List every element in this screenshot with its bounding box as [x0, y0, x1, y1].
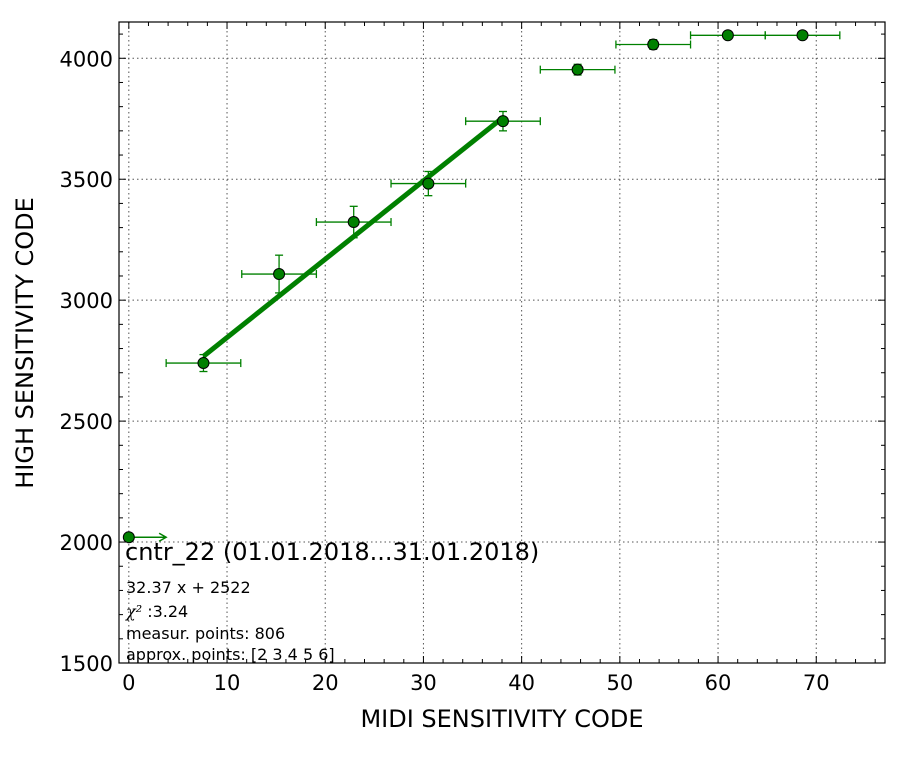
data-point: [347, 216, 360, 229]
annotation-approx-points: approx. points: [2 3 4 5 6]: [126, 645, 335, 664]
chi-label: χ²: [125, 602, 142, 621]
annotation-equation: 32.37 x + 2522: [126, 578, 251, 597]
x-axis-title: MIDI SENSITIVITY CODE: [360, 705, 643, 733]
x-tick-label: 40: [508, 671, 535, 695]
annotation-measur-points: measur. points: 806: [126, 624, 285, 643]
x-tick-label: 20: [312, 671, 339, 695]
fit-line: [201, 115, 505, 359]
data-point: [796, 29, 809, 42]
x-tick-label: 30: [410, 671, 437, 695]
x-tick-label: 0: [122, 671, 135, 695]
x-tick-label: 70: [803, 671, 830, 695]
data-point: [721, 29, 734, 42]
data-points: [122, 29, 809, 544]
fit-line-group: [201, 115, 505, 359]
grid: [119, 22, 885, 663]
x-tick-label: 50: [606, 671, 633, 695]
y-axis-title: HIGH SENSITIVITY CODE: [11, 197, 39, 489]
x-error-arrowhead: [158, 532, 168, 542]
x-tick-label: 60: [705, 671, 732, 695]
data-point: [571, 63, 584, 76]
x-tick-label: 10: [214, 671, 241, 695]
data-point: [273, 268, 286, 281]
data-point: [647, 38, 660, 51]
data-point: [422, 177, 435, 190]
y-tick-label: 2000: [60, 531, 113, 555]
annotation-title: cntr_22 (01.01.2018...31.01.2018): [125, 538, 539, 566]
data-point: [122, 531, 135, 544]
y-tick-label: 3500: [60, 168, 113, 192]
data-point: [496, 115, 509, 128]
y-tick-label: 2500: [60, 410, 113, 434]
plot-frame: [118, 21, 886, 664]
y-tick-label: 4000: [60, 47, 113, 71]
ticks: [119, 22, 885, 664]
y-tick-label: 1500: [60, 652, 113, 676]
y-tick-label: 3000: [60, 289, 113, 313]
annotation-chi: χ² :3.24: [125, 602, 188, 621]
chi-value: :3.24: [142, 602, 188, 621]
tick-labels: 0 10 20 30 40 50 60 70 1500 2000 2500 3000 3500 4000: [60, 47, 830, 695]
data-point: [197, 357, 210, 370]
